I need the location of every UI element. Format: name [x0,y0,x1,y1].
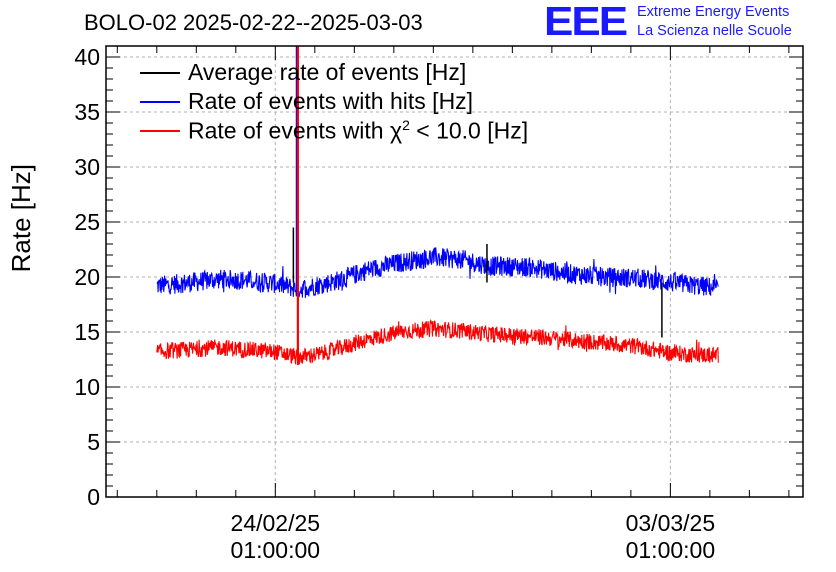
axis-layer: 0 5 10 15 20 25 30 35 40 [74,44,804,510]
legend-swatch-hits [140,100,180,103]
x-tick-label: 03/03/25 01:00:00 [625,510,716,563]
series-layer [156,46,719,365]
legend-label-chi2: Rate of events with χ2 < 10.0 [Hz] [188,116,529,144]
logo-caption-line1: Extreme Energy Events [637,4,790,20]
eee-logo: EEE [544,0,628,45]
y-tick-label: 10 [74,374,100,400]
y-tick-label: 40 [74,44,100,70]
series-line-hits [156,247,719,298]
y-tick-label: 20 [74,264,100,290]
y-tick-label: 15 [74,319,100,345]
logo-caption: Extreme Energy Events La Scienza nelle S… [637,3,792,41]
legend-label-hits: Rate of events with hits [Hz] [188,88,474,114]
y-tick-label: 35 [74,99,100,125]
y-axis-label: Rate [Hz] [6,164,36,273]
legend-swatch-chi2 [140,129,180,132]
legend-entry-average: Average rate of events [Hz] [140,58,528,87]
plot-frame [105,45,804,498]
legend-entry-hits: Rate of events with hits [Hz] [140,87,528,116]
y-tick-label: 5 [87,429,100,455]
legend: Average rate of events [Hz] Rate of even… [140,58,528,145]
y-tick-label: 30 [74,154,100,180]
x-tick-label: 24/02/25 01:00:00 [230,510,321,563]
y-tick-label: 25 [74,209,100,235]
series-line-chi2 [156,318,719,365]
logo-caption-line2: La Scienza nelle Scuole [637,23,792,39]
y-tick-label: 0 [87,484,100,510]
legend-swatch-average [140,71,180,74]
legend-label-average: Average rate of events [Hz] [188,59,467,85]
legend-entry-chi2: Rate of events with χ2 < 10.0 [Hz] [140,116,528,145]
chart-title: BOLO-02 2025-02-22--2025-03-03 [84,10,423,35]
